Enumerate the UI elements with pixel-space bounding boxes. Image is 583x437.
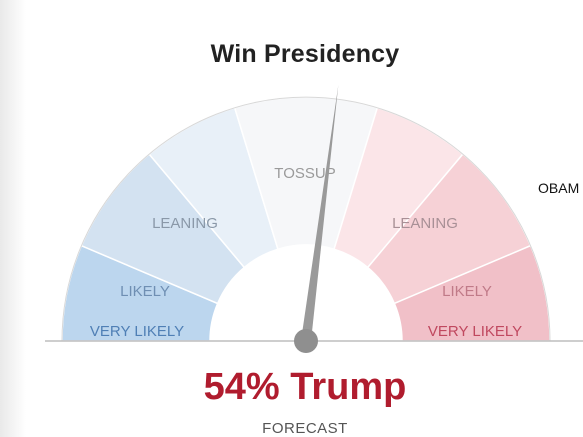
zone-label-likely-left: LIKELY	[120, 283, 170, 300]
zone-label-very-likely-left: VERY LIKELY	[90, 323, 184, 340]
candidate-label-cutoff: OBAM	[538, 180, 580, 196]
forecast-headline: 54% Trump	[203, 366, 407, 408]
zone-label-likely-right: LIKELY	[442, 283, 492, 300]
zone-label-very-likely-right: VERY LIKELY	[428, 323, 522, 340]
gauge-bands	[61, 96, 551, 342]
gauge-outline	[61, 96, 551, 342]
forecast-label: FORECAST	[262, 420, 348, 437]
chart-title: Win Presidency	[210, 40, 400, 68]
zone-label-leaning-left: LEANING	[152, 215, 218, 232]
forecast-needle	[301, 85, 339, 342]
zone-label-leaning-right: LEANING	[392, 215, 458, 232]
zone-label-tossup: TOSSUP	[274, 165, 335, 182]
needle-hub	[294, 329, 318, 353]
window-edge	[0, 0, 26, 437]
